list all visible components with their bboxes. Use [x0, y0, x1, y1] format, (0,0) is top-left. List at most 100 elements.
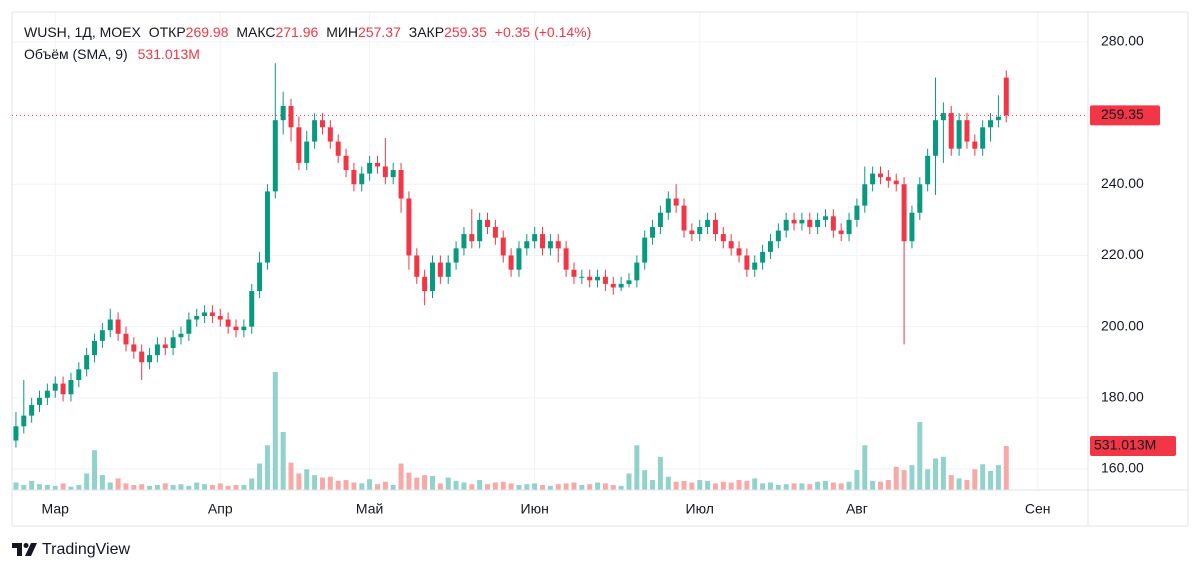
candle-body — [233, 326, 239, 331]
volume-bar — [673, 481, 679, 490]
volume-bar — [728, 482, 734, 490]
volume-bar — [186, 485, 192, 490]
candle-body — [178, 333, 184, 338]
candle-body — [988, 120, 994, 128]
volume-bar — [767, 482, 773, 490]
volume-bar — [909, 465, 915, 490]
volume-bar — [933, 458, 939, 490]
volume-bar — [209, 485, 215, 490]
candle-body — [909, 212, 915, 242]
volume-bar — [705, 480, 711, 490]
legend-line: WUSH, 1Д, MOEX ОТКР269.98 МАКС271.96 МИН… — [24, 24, 591, 40]
candle-body — [540, 234, 546, 249]
volume-bar — [280, 431, 286, 490]
high-label: МАКС — [236, 24, 275, 40]
volume-bar — [500, 481, 506, 490]
volume-bar — [752, 478, 758, 490]
volume-bar — [359, 483, 365, 490]
volume-bar — [988, 470, 994, 490]
volume-bar — [964, 480, 970, 490]
candle-body — [885, 177, 891, 181]
volume-bar — [453, 480, 459, 490]
volume-bar — [44, 485, 50, 490]
candle-body — [249, 291, 255, 327]
volume-bar — [21, 485, 27, 490]
volume-bar — [304, 469, 310, 490]
candle-body — [760, 251, 766, 263]
volume-bar — [241, 485, 247, 490]
volume-bar — [744, 480, 750, 490]
volume-bar — [52, 485, 58, 490]
candle-body — [634, 262, 640, 281]
candle-body — [650, 226, 656, 238]
candle-body — [445, 262, 451, 277]
volume-bar — [477, 480, 483, 490]
candle-body — [186, 319, 192, 334]
candle-body — [547, 241, 553, 249]
volume-bar — [414, 477, 420, 490]
volume-bar — [665, 476, 671, 490]
candle-body — [154, 344, 160, 356]
candle-body — [838, 230, 844, 235]
volume-bar — [398, 463, 404, 490]
candle-body — [139, 351, 145, 363]
volume-bar — [123, 483, 129, 490]
volume-bar — [429, 475, 435, 490]
volume-bar — [799, 483, 805, 490]
volume-bar — [139, 484, 145, 490]
candle-body — [508, 255, 514, 270]
volume-bar — [846, 481, 852, 490]
volume-bar — [92, 450, 98, 490]
volume-bar — [838, 483, 844, 490]
candle-body — [76, 369, 82, 381]
volume-bar — [264, 445, 270, 490]
candle-body — [304, 141, 310, 163]
volume-bar — [485, 484, 491, 490]
candle-body — [925, 155, 931, 185]
candle-body — [767, 241, 773, 252]
close-value: 259.35 — [444, 24, 487, 40]
volume-bar — [257, 463, 263, 490]
volume-bar — [532, 483, 538, 490]
volume-bar — [681, 480, 687, 490]
candle-body — [414, 255, 420, 277]
volume-bar — [822, 480, 828, 490]
volume-bar — [783, 484, 789, 490]
volume-bar — [288, 462, 294, 490]
volume-bar — [925, 469, 931, 490]
volume-bar — [60, 483, 66, 490]
candle-body — [602, 276, 608, 284]
candle-body — [131, 344, 137, 352]
volume-bar — [84, 473, 90, 490]
volume-legend: Объём (SMA, 9) 531.013M — [24, 46, 200, 62]
candle-body — [52, 383, 58, 391]
x-tick-label: Июн — [521, 501, 549, 517]
volume-bar — [76, 485, 82, 490]
volume-value: 531.013M — [138, 46, 200, 62]
candle-body — [972, 141, 978, 149]
candle-body — [492, 226, 498, 238]
volume-bar — [650, 480, 656, 490]
candle-body — [37, 397, 43, 405]
candle-body — [241, 326, 247, 331]
volume-bar — [390, 485, 396, 490]
candle-body — [940, 113, 946, 121]
y-tick-label: 280.00 — [1101, 33, 1144, 49]
candle-body — [846, 219, 852, 235]
candle-body — [44, 390, 50, 398]
last-volume-label: 531.013M — [1094, 437, 1156, 453]
candle-body — [830, 216, 836, 231]
candle-body — [689, 230, 695, 235]
volume-bar — [178, 484, 184, 490]
volume-bar — [202, 484, 208, 490]
volume-bar — [815, 481, 821, 490]
candle-body — [351, 170, 357, 185]
candle-body — [799, 219, 805, 224]
x-tick-label: Июл — [686, 501, 714, 517]
volume-bar — [940, 456, 946, 490]
candle-body — [217, 315, 223, 320]
candle-body — [170, 337, 176, 348]
volume-bar — [917, 422, 923, 490]
